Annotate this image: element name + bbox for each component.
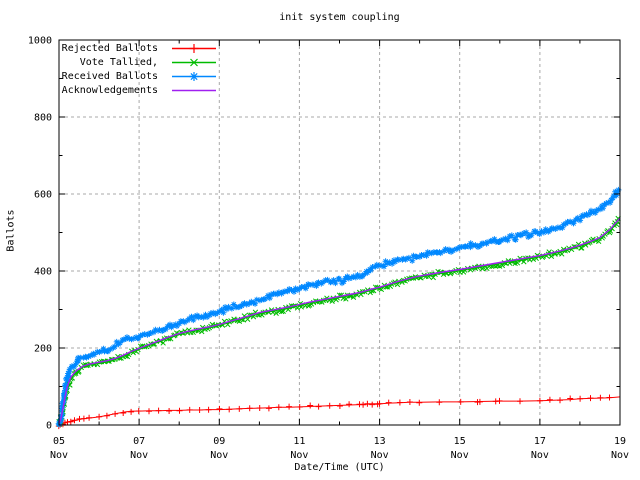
x-tick-labels: 05 Nov 07 Nov 09 Nov 11 Nov 13 Nov 15 Nov 17 Nov 19 Nov [50,436,629,461]
svg-text:Nov: Nov [50,450,68,461]
legend-line-plus-icon [172,43,216,53]
svg-text:Nov: Nov [210,450,228,461]
series-vote-tallied [56,215,621,428]
legend-item-rejected-ballots: Rejected Ballots [0,41,218,55]
legend-line-cross-icon [172,58,216,66]
svg-text:Nov: Nov [290,450,308,461]
svg-text:Nov: Nov [130,450,148,461]
y-axis-label: Ballots [5,209,17,252]
svg-text:0: 0 [46,421,52,432]
svg-text:07: 07 [133,436,145,447]
legend-label-received-ballots: Received Ballots [61,70,158,82]
chart-title: init system coupling [279,12,400,23]
svg-text:Nov: Nov [451,450,469,461]
legend-label-acknowledgements: Acknowledgements [61,84,158,96]
svg-text:Nov: Nov [611,450,629,461]
svg-text:400: 400 [34,267,52,278]
y-tick-labels: 0 200 400 600 800 1000 [28,36,52,432]
svg-text:17: 17 [534,436,546,447]
svg-text:800: 800 [34,113,52,124]
svg-text:600: 600 [34,190,52,201]
svg-text:09: 09 [213,436,225,447]
legend-item-vote-tallied: Vote Tallied, [0,55,218,69]
legend-item-received-ballots: Received Ballots [0,69,218,83]
svg-text:Nov: Nov [531,450,549,461]
svg-text:11: 11 [293,436,305,447]
legend-label-rejected-ballots: Rejected Ballots [61,42,158,54]
series-rejected-ballots [55,394,621,430]
legend-line-plain-icon [172,89,216,91]
legend: Rejected Ballots Vote Tallied, Received … [0,41,218,97]
svg-text:19: 19 [614,436,626,447]
series-acknowledgements [58,217,621,424]
x-axis-label: Date/Time (UTC) [294,462,385,473]
svg-text:200: 200 [34,344,52,355]
svg-text:Nov: Nov [371,450,389,461]
svg-text:15: 15 [454,436,466,447]
series-received-ballots [55,186,622,428]
svg-text:1000: 1000 [28,36,52,47]
svg-text:13: 13 [374,436,386,447]
axis-ticks [58,39,621,426]
legend-label-vote-tallied: Vote Tallied, [79,56,158,68]
legend-item-acknowledgements: Acknowledgements [0,83,218,97]
svg-text:05: 05 [53,436,65,447]
legend-line-asterisk-icon [172,71,216,81]
